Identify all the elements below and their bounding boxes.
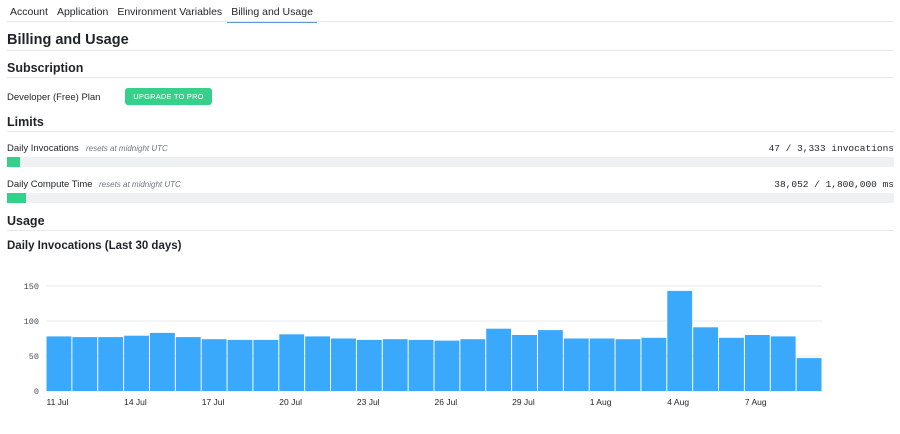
chart-y-tick-label: 150 (24, 282, 39, 292)
chart-bar (279, 334, 305, 391)
chart-bar (72, 337, 98, 391)
chart-bar (98, 337, 124, 391)
chart-bar (356, 339, 382, 391)
chart-bar (719, 337, 744, 391)
chart-bar (253, 339, 279, 391)
chart-x-tick-label: 7 Aug (745, 397, 767, 407)
chart-bar (744, 335, 770, 391)
chart-bar (693, 327, 719, 391)
chart-x-tick-label: 1 Aug (590, 397, 612, 407)
chart-x-tick-label: 20 Jul (279, 397, 302, 407)
chart-x-tick-label: 23 Jul (357, 397, 380, 407)
daily-compute-time-reset-note: resets at midnight UTC (99, 180, 181, 189)
daily-invocations-value: 47 / 3,333 invocations (768, 143, 894, 154)
chart-y-tick-label: 50 (29, 352, 39, 362)
chart-bar (770, 336, 796, 391)
chart-x-tick-label: 17 Jul (202, 397, 225, 407)
chart-bar (331, 338, 356, 391)
tab-environment-variables[interactable]: Environment Variables (117, 6, 223, 18)
tab-application[interactable]: Application (56, 6, 109, 18)
plan-name: Developer (Free) Plan (7, 92, 101, 103)
chart-bar (124, 335, 149, 391)
tab-bar-divider (7, 21, 894, 22)
daily-invocations-reset-note: resets at midnight UTC (86, 144, 168, 153)
chart-bar (667, 290, 693, 391)
chart-x-tick-label: 11 Jul (47, 397, 69, 407)
title-divider (7, 50, 894, 51)
chart-bar (382, 339, 408, 391)
chart-title: Daily Invocations (Last 30 days) (7, 240, 182, 252)
chart-bar (434, 340, 460, 391)
tab-bar: Account Application Environment Variable… (6, 0, 318, 23)
chart-x-tick-label: 26 Jul (435, 397, 458, 407)
chart-y-tick-label: 100 (24, 317, 39, 327)
limits-divider (7, 131, 894, 132)
chart-bar (149, 332, 175, 391)
daily-compute-time-progress-bar (7, 193, 894, 203)
chart-x-tick-label: 4 Aug (667, 397, 689, 407)
daily-invocations-label: Daily Invocations (7, 143, 79, 154)
chart-bar (589, 338, 615, 391)
chart-x-tick-label: 29 Jul (512, 397, 535, 407)
chart-bar (796, 358, 822, 391)
daily-compute-time-progress-fill (7, 193, 26, 203)
daily-invocations-progress-fill (7, 157, 20, 167)
chart-bar (460, 339, 486, 391)
chart-bar (615, 339, 641, 391)
daily-invocations-chart: 0 50 100 150 11 Jul 14 Jul 17 Jul 20 Jul 23 Jul 2… (24, 282, 822, 407)
chart-bar (563, 338, 589, 391)
upgrade-to-pro-button[interactable]: UPGRADE TO PRO (125, 88, 212, 105)
subscription-heading: Subscription (7, 61, 84, 75)
chart-bar (486, 328, 512, 391)
chart-x-tick-label: 14 Jul (124, 397, 147, 407)
chart-bar (305, 336, 331, 391)
limits-heading: Limits (7, 115, 44, 129)
subscription-divider (7, 77, 894, 78)
chart-bar (537, 330, 563, 391)
tab-billing-and-usage[interactable]: Billing and Usage (227, 0, 317, 23)
chart-bar (175, 337, 201, 391)
chart-bar (641, 337, 667, 391)
daily-compute-time-value: 38,052 / 1,800,000 ms (774, 179, 894, 190)
tab-account[interactable]: Account (10, 6, 48, 18)
chart-bar (512, 335, 537, 391)
chart-bar (46, 336, 72, 391)
chart-bar (408, 339, 434, 391)
usage-heading: Usage (7, 214, 45, 228)
chart-y-tick-label: 0 (34, 387, 39, 397)
usage-divider (7, 230, 894, 231)
daily-invocations-progress-bar (7, 157, 894, 167)
chart-bar (227, 339, 253, 391)
page-title: Billing and Usage (7, 32, 129, 48)
chart-bar (201, 339, 227, 391)
daily-compute-time-label: Daily Compute Time (7, 179, 93, 190)
